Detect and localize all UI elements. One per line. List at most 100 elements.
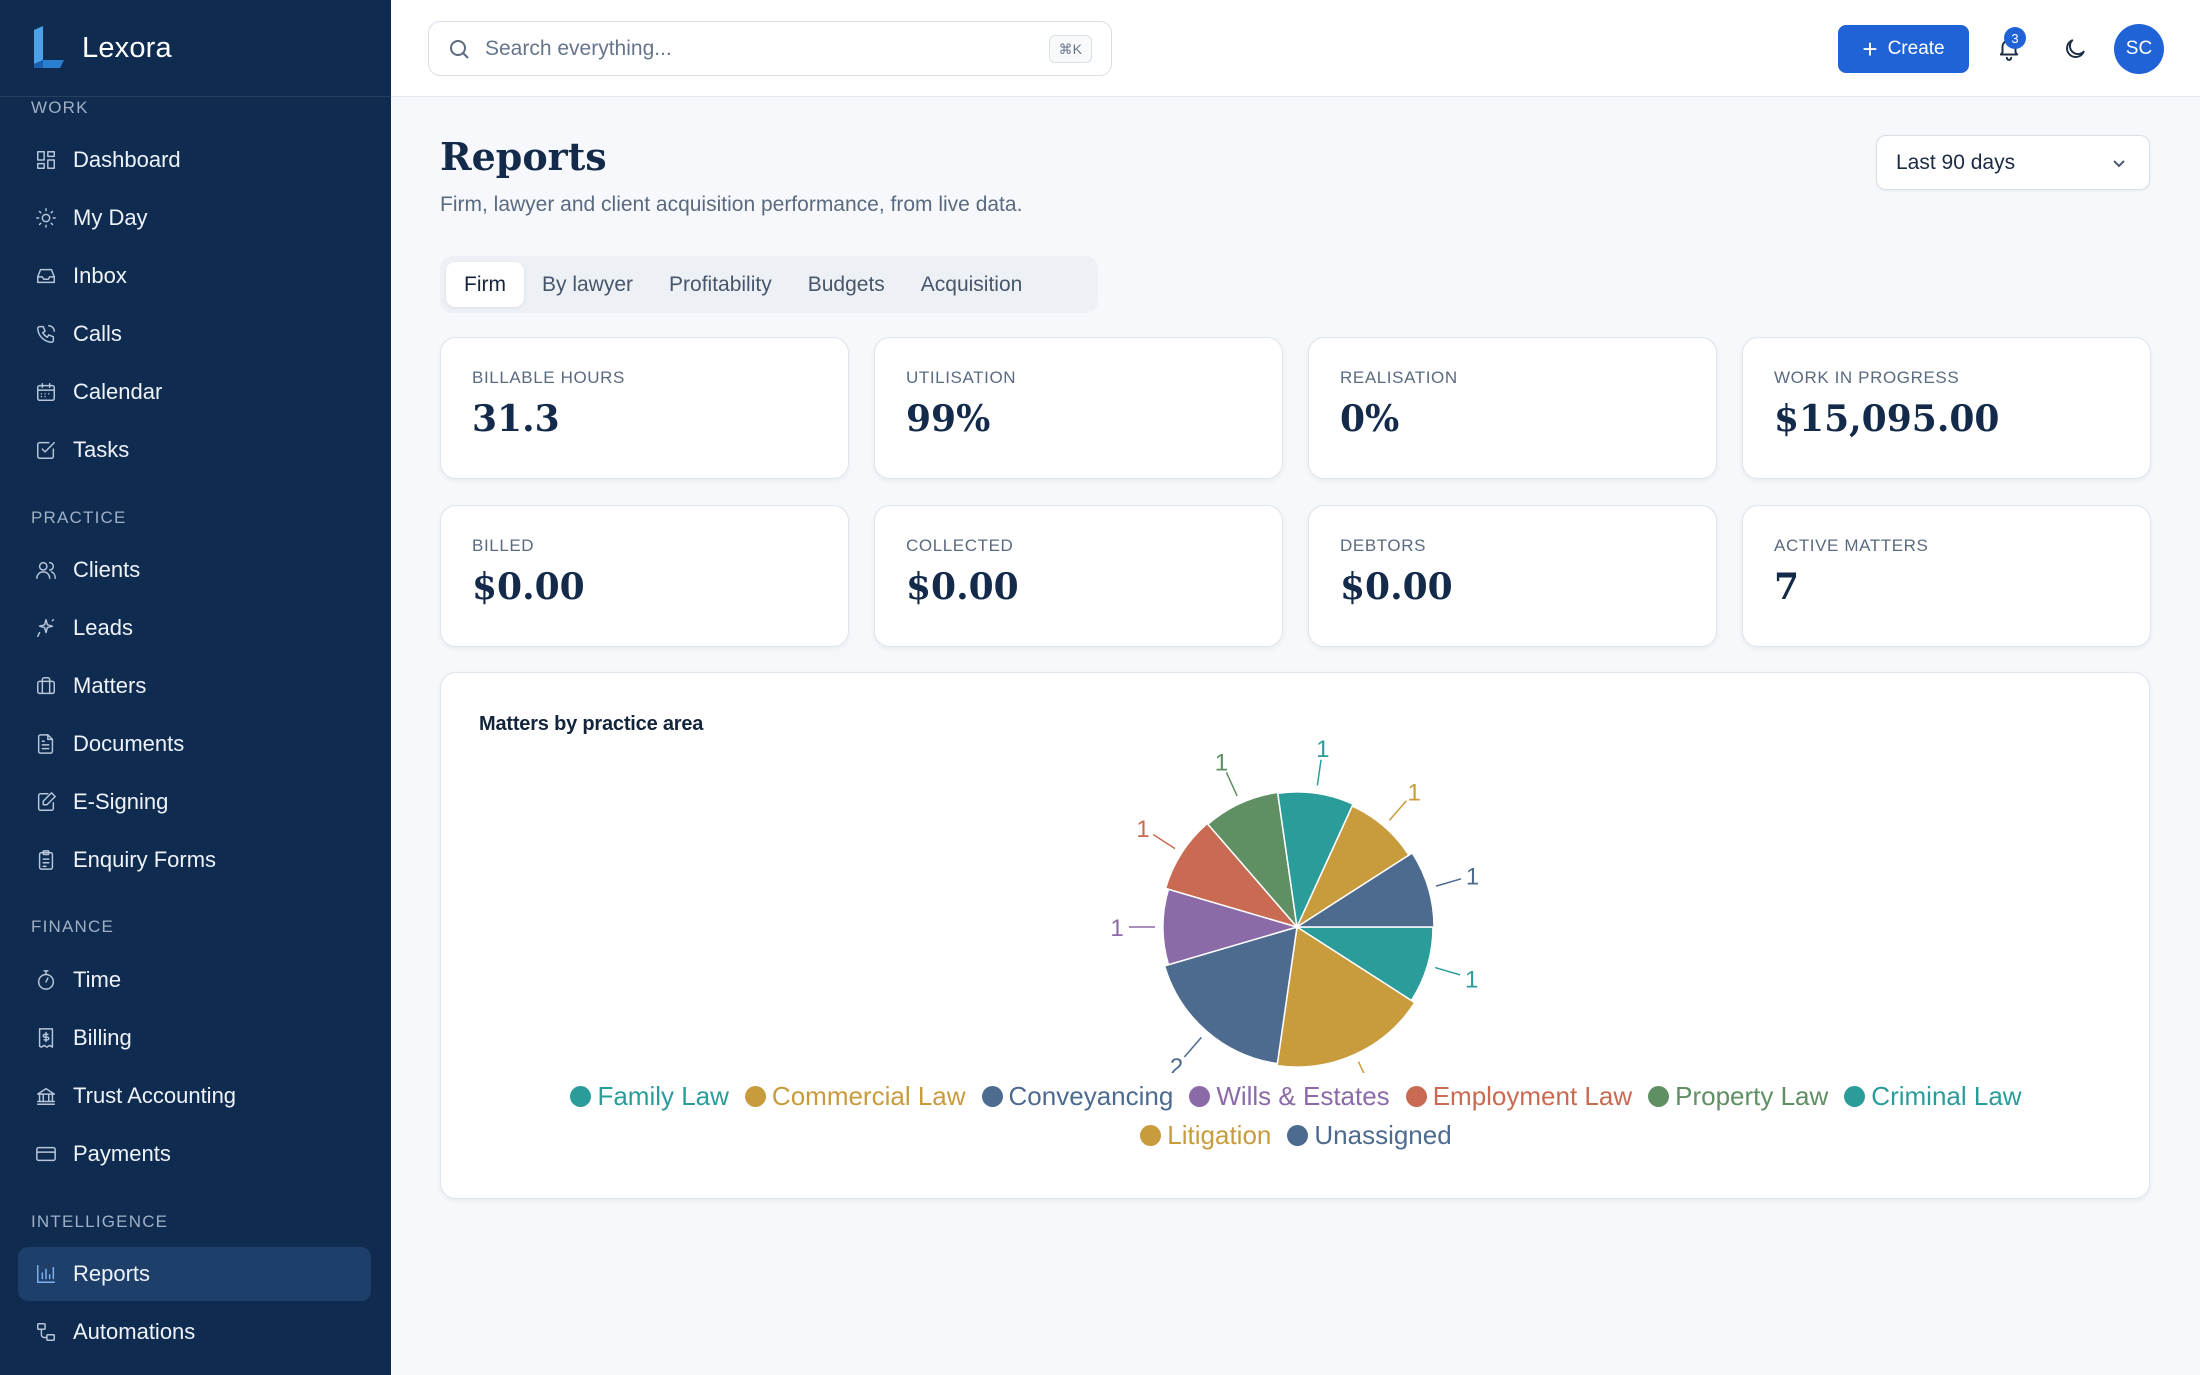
tab-firm[interactable]: Firm — [446, 262, 524, 307]
legend-item-family-law[interactable]: Family Law — [570, 1081, 729, 1112]
legend-swatch — [1140, 1125, 1162, 1146]
legend-swatch — [981, 1086, 1003, 1107]
pie-slice-property-law[interactable] — [1206, 791, 1299, 930]
tab-by-lawyer[interactable]: By lawyer — [541, 272, 634, 296]
tab-acquisition[interactable]: Acquisition — [920, 272, 1023, 296]
credit-card-icon — [34, 1142, 58, 1166]
legend-label: Employment Law — [1432, 1081, 1633, 1111]
sidebar: Lexora WORK Dashboard My Day Inbox Calls Cale… — [0, 0, 391, 1375]
metric-value: $0.00 — [472, 566, 585, 608]
pie-slice-criminal-law[interactable] — [1276, 791, 1355, 930]
legend-item-commercial-law[interactable]: Commercial Law — [744, 1081, 966, 1112]
sidebar-item-label: Dashboard — [73, 147, 181, 172]
sidebar-item-calendar[interactable]: Calendar — [18, 365, 371, 419]
sidebar-item-trust-accounting[interactable]: Trust Accounting — [18, 1069, 371, 1123]
tab-profitability[interactable]: Profitability — [669, 272, 772, 296]
pie-value-label: 2 — [1170, 1054, 1183, 1073]
date-range-value: Last 90 days — [1896, 150, 2016, 174]
search-box[interactable]: ⌘K — [428, 21, 1112, 76]
metric-value: 7 — [1774, 566, 1800, 608]
sidebar-item-calls[interactable]: Calls — [18, 307, 371, 361]
form-icon — [34, 848, 58, 872]
sidebar-item-dashboard[interactable]: Dashboard — [18, 133, 371, 187]
sidebar-item-clients[interactable]: Clients — [18, 543, 371, 597]
search-input[interactable] — [485, 36, 1005, 61]
pie-leader-line — [1152, 833, 1176, 850]
moon-icon — [2066, 39, 2085, 58]
sidebar-item-label: Trust Accounting — [73, 1083, 237, 1108]
sidebar-item-matters[interactable]: Matters — [18, 659, 371, 713]
legend-item-unassigned[interactable]: Unassigned — [1287, 1120, 1452, 1151]
metric-value: 99% — [906, 398, 991, 440]
create-button-label: Create — [1887, 38, 1945, 59]
legend-label: Conveyancing — [1008, 1081, 1174, 1111]
create-button[interactable]: + Create — [1838, 25, 1969, 73]
legend-item-wills-estates[interactable]: Wills & Estates — [1189, 1081, 1390, 1112]
pie-leader-line — [1435, 878, 1462, 887]
legend-swatch — [1648, 1086, 1670, 1107]
chevron-down-icon — [2113, 160, 2125, 168]
legend-item-conveyancing[interactable]: Conveyancing — [981, 1081, 1174, 1112]
metric-value: 0% — [1340, 398, 1400, 440]
sidebar-item-label: Automations — [73, 1319, 196, 1344]
pie-value-label: 1 — [1136, 816, 1149, 843]
metric-label: REALISATION — [1340, 368, 1458, 387]
stopwatch-icon — [34, 968, 58, 992]
metric-label: UTILISATION — [906, 368, 1017, 387]
legend-item-criminal-law[interactable]: Criminal Law — [1844, 1081, 2022, 1112]
legend-swatch — [1405, 1086, 1427, 1107]
legend-label: Litigation — [1167, 1120, 1272, 1150]
legend-label: Commercial Law — [771, 1081, 966, 1111]
pie-leader-line — [1434, 966, 1461, 976]
pie-slice-unassigned[interactable] — [1294, 851, 1435, 928]
date-range-select[interactable]: Last 90 days — [1876, 135, 2150, 190]
metric-card-realisation: REALISATION 0% — [1308, 337, 1717, 479]
metric-card-utilisation: UTILISATION 99% — [874, 337, 1283, 479]
dashboard-icon — [34, 148, 58, 172]
tab-budgets[interactable]: Budgets — [807, 272, 885, 296]
pie-value-label: 1 — [1408, 780, 1421, 807]
sidebar-item-automations[interactable]: Automations — [18, 1305, 371, 1359]
sidebar-item-label: My Day — [73, 205, 148, 230]
chart-title: Matters by practice area — [479, 713, 704, 735]
theme-toggle-button[interactable] — [2057, 31, 2093, 67]
sidebar-item-leads[interactable]: Leads — [18, 601, 371, 655]
phone-icon — [34, 322, 58, 346]
metric-value: $0.00 — [906, 566, 1019, 608]
sidebar-item-label: Tasks — [73, 437, 130, 462]
legend-item-employment-law[interactable]: Employment Law — [1405, 1081, 1633, 1112]
lexora-logo-icon — [34, 26, 64, 68]
sidebar-item-my-day[interactable]: My Day — [18, 191, 371, 245]
sidebar-item-reports[interactable]: Reports — [18, 1247, 371, 1301]
calendar-icon — [34, 380, 58, 404]
sidebar-item-time[interactable]: Time — [18, 953, 371, 1007]
sidebar-item-billing[interactable]: Billing — [18, 1011, 371, 1065]
briefcase-icon — [34, 674, 58, 698]
user-avatar[interactable]: SC — [2114, 24, 2164, 74]
notification-count-badge: 3 — [2004, 27, 2026, 49]
metric-card-active-matters: ACTIVE MATTERS 7 — [1742, 505, 2151, 647]
search-shortcut: ⌘K — [1048, 35, 1092, 63]
sidebar-item-payments[interactable]: Payments — [18, 1127, 371, 1181]
pie-slice-conveyancing[interactable] — [1163, 925, 1298, 1065]
sidebar-item-label: Time — [73, 967, 122, 992]
pie-value-label: 1 — [1110, 915, 1123, 942]
pie-slice-employment-law[interactable] — [1164, 822, 1300, 929]
sidebar-item-documents[interactable]: Documents — [18, 717, 371, 771]
legend-swatch — [1287, 1125, 1309, 1146]
checkbox-icon — [34, 438, 58, 462]
legend-item-litigation[interactable]: Litigation — [1140, 1120, 1271, 1151]
brand[interactable]: Lexora — [30, 26, 172, 70]
sidebar-item-enquiry-forms[interactable]: Enquiry Forms — [18, 833, 371, 887]
legend-swatch — [1189, 1086, 1211, 1107]
sidebar-item-inbox[interactable]: Inbox — [18, 249, 371, 303]
legend-item-property-law[interactable]: Property Law — [1648, 1081, 1828, 1112]
sidebar-item-tasks[interactable]: Tasks — [18, 423, 371, 477]
pie-slice-commercial-law[interactable] — [1276, 925, 1416, 1068]
invoice-icon — [34, 1026, 58, 1050]
sidebar-item-e-signing[interactable]: E-Signing — [18, 775, 371, 829]
inbox-icon — [34, 264, 58, 288]
legend-swatch — [1844, 1086, 1866, 1107]
plus-icon: + — [1862, 34, 1878, 64]
pie-leader-line — [1357, 1061, 1365, 1073]
